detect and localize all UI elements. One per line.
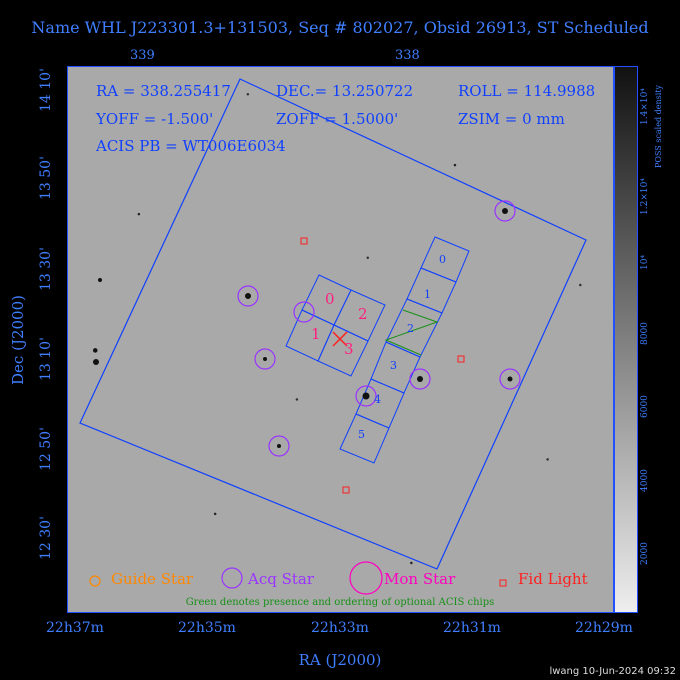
s-chip-label: 0 xyxy=(439,253,446,266)
s-chip-label: 1 xyxy=(424,288,431,301)
info-zsim: ZSIM = 0 mm xyxy=(458,110,565,128)
info-acis: ACIS PB = WT006E6034 xyxy=(96,137,286,155)
acis-i-chips xyxy=(285,274,386,377)
top-tick-338: 338 xyxy=(395,48,420,63)
colorbar-title: POSS scaled density xyxy=(654,84,663,168)
ra-tick-label: 22h35m xyxy=(178,620,236,636)
y-axis-label: Dec (J2000) xyxy=(9,295,27,385)
fid-light-markers xyxy=(300,237,465,494)
i-chip-label: 1 xyxy=(311,325,321,343)
dec-tick-label: 12 30' xyxy=(38,516,54,560)
info-ra: RA = 338.255417 xyxy=(96,82,231,100)
optional-chip-note: Green denotes presence and ordering of o… xyxy=(185,597,495,608)
legend-mon-icon xyxy=(349,561,383,595)
acis-s-chips xyxy=(339,236,470,464)
dec-tick-label: 12 50' xyxy=(38,427,54,471)
i-chip-label: 2 xyxy=(358,305,368,323)
ra-tick-label: 22h29m xyxy=(575,620,633,636)
s-chip-label: 5 xyxy=(358,428,365,441)
legend-mon-label: Mon Star xyxy=(384,570,456,588)
colorbar xyxy=(614,66,638,613)
dec-tick-label: 13 10' xyxy=(38,337,54,381)
legend-guide-icon xyxy=(89,575,101,587)
legend-fid-icon xyxy=(499,579,507,587)
colorbar-tick: 1.4×10⁴ xyxy=(640,88,650,125)
optional-chip-marker xyxy=(384,309,439,356)
i-chip-label: 3 xyxy=(344,340,354,358)
s-chip-label: 4 xyxy=(374,393,381,406)
ra-tick-label: 22h33m xyxy=(311,620,369,636)
colorbar-tick: 8000 xyxy=(640,322,650,345)
top-tick-339: 339 xyxy=(130,48,155,63)
timestamp: lwang 10-Jun-2024 09:32 xyxy=(549,666,676,677)
dec-tick-label: 14 10' xyxy=(38,68,54,112)
s-chip-label: 3 xyxy=(390,359,397,372)
dec-tick-label: 13 30' xyxy=(38,247,54,291)
colorbar-tick: 1.2×10⁴ xyxy=(640,178,650,215)
ra-tick-label: 22h31m xyxy=(443,620,501,636)
legend-fid-label: Fid Light xyxy=(518,570,588,588)
info-roll: ROLL = 114.9988 xyxy=(458,82,596,100)
aimpoint-cross xyxy=(332,331,348,347)
legend-acq-label: Acq Star xyxy=(248,570,315,588)
info-zoff: ZOFF = 1.5000' xyxy=(276,110,399,128)
colorbar-tick: 2000 xyxy=(640,542,650,565)
colorbar-tick: 4000 xyxy=(640,469,650,492)
legend-acq-icon xyxy=(221,567,243,589)
i-chip-label: 0 xyxy=(325,290,335,308)
info-yoff: YOFF = -1.500' xyxy=(96,110,214,128)
dec-tick-label: 13 50' xyxy=(38,156,54,200)
colorbar-tick: 6000 xyxy=(640,395,650,418)
acq-star-markers xyxy=(237,200,521,457)
s-chip-label: 2 xyxy=(407,322,414,335)
field-of-view-outline xyxy=(79,78,587,570)
x-axis-label: RA (J2000) xyxy=(298,651,382,669)
colorbar-tick: 10⁴ xyxy=(640,254,650,270)
legend-guide-label: Guide Star xyxy=(111,570,194,588)
ra-tick-label: 22h37m xyxy=(46,620,104,636)
bright-stars xyxy=(93,208,513,448)
plot-title: Name WHL J223301.3+131503, Seq # 802027,… xyxy=(31,18,649,37)
info-dec: DEC.= 13.250722 xyxy=(276,82,414,100)
